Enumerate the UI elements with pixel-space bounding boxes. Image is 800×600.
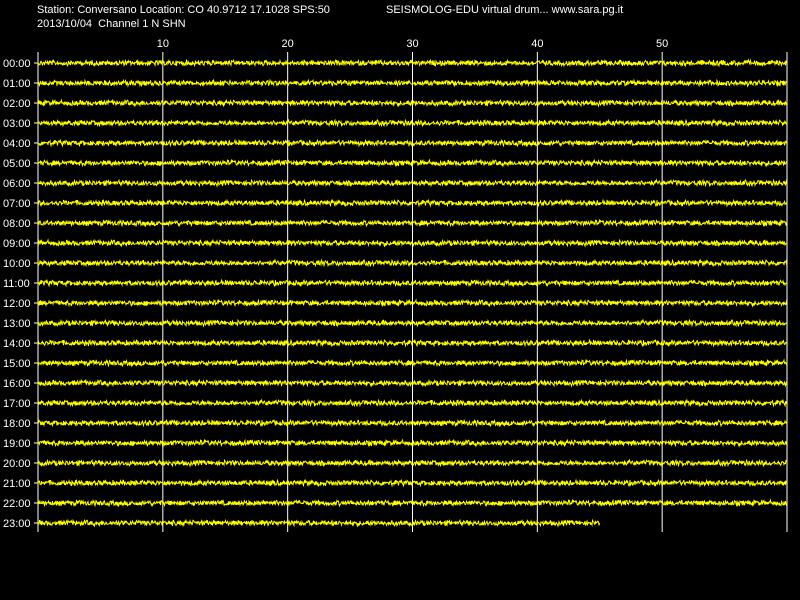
trace-line bbox=[37, 418, 788, 428]
row-time-label: 12:00 bbox=[3, 298, 31, 310]
x-tick-label: 50 bbox=[656, 38, 668, 50]
x-tick-label: 10 bbox=[157, 38, 169, 50]
row-time-label: 16:00 bbox=[3, 378, 31, 390]
trace-line bbox=[37, 118, 788, 128]
trace-line bbox=[37, 298, 787, 308]
trace-line bbox=[37, 98, 788, 108]
trace-line bbox=[37, 158, 788, 168]
row-time-label: 08:00 bbox=[3, 218, 31, 230]
trace-line bbox=[37, 318, 788, 328]
trace-line bbox=[37, 278, 788, 288]
app-title-text: SEISMOLOG-EDU virtual drum... www.sara.p… bbox=[386, 4, 624, 16]
row-time-label: 01:00 bbox=[3, 78, 31, 90]
trace-line bbox=[37, 458, 788, 468]
trace-line bbox=[37, 258, 788, 268]
row-time-label: 00:00 bbox=[3, 58, 31, 70]
trace-line bbox=[37, 338, 788, 348]
trace-line bbox=[37, 478, 788, 488]
row-time-label: 11:00 bbox=[3, 278, 30, 290]
row-time-label: 09:00 bbox=[3, 238, 31, 250]
trace-line bbox=[37, 218, 788, 228]
trace-line bbox=[37, 518, 600, 528]
trace-line bbox=[37, 238, 788, 248]
x-tick-label: 40 bbox=[531, 38, 543, 50]
trace-line bbox=[37, 138, 788, 148]
trace-line bbox=[37, 498, 788, 508]
trace-line bbox=[37, 378, 788, 388]
trace-line bbox=[37, 58, 788, 68]
trace-line bbox=[37, 78, 788, 88]
row-time-label: 03:00 bbox=[3, 118, 31, 130]
row-time-label: 20:00 bbox=[3, 458, 31, 470]
row-time-label: 02:00 bbox=[3, 98, 31, 110]
row-time-label: 06:00 bbox=[3, 178, 31, 190]
row-time-label: 13:00 bbox=[3, 318, 31, 330]
x-tick-label: 20 bbox=[282, 38, 294, 50]
row-time-label: 19:00 bbox=[3, 438, 31, 450]
date-channel-text: 2013/10/04 Channel 1 N SHN bbox=[37, 18, 186, 30]
trace-line bbox=[37, 198, 788, 208]
station-info-text: Station: Conversano Location: CO 40.9712… bbox=[37, 4, 330, 16]
row-time-label: 23:00 bbox=[3, 518, 31, 530]
row-time-label: 14:00 bbox=[3, 338, 31, 350]
row-time-label: 05:00 bbox=[3, 158, 31, 170]
grid-layer bbox=[34, 52, 788, 532]
row-time-label: 21:00 bbox=[3, 478, 31, 490]
row-time-label: 18:00 bbox=[3, 418, 31, 430]
row-time-label: 10:00 bbox=[3, 258, 31, 270]
row-time-label: 17:00 bbox=[3, 398, 31, 410]
trace-layer bbox=[37, 58, 788, 528]
row-time-label: 15:00 bbox=[3, 358, 31, 370]
row-time-label: 07:00 bbox=[3, 198, 31, 210]
trace-line bbox=[37, 178, 788, 188]
label-layer: 10 20 30 40 50 00:00 01:00 02:00 03:00 04:00 05:00… bbox=[3, 38, 668, 530]
trace-line bbox=[37, 358, 788, 368]
trace-line bbox=[37, 398, 788, 408]
row-time-label: 22:00 bbox=[3, 498, 31, 510]
trace-line bbox=[37, 438, 788, 448]
x-tick-label: 30 bbox=[406, 38, 418, 50]
row-time-label: 04:00 bbox=[3, 138, 31, 150]
